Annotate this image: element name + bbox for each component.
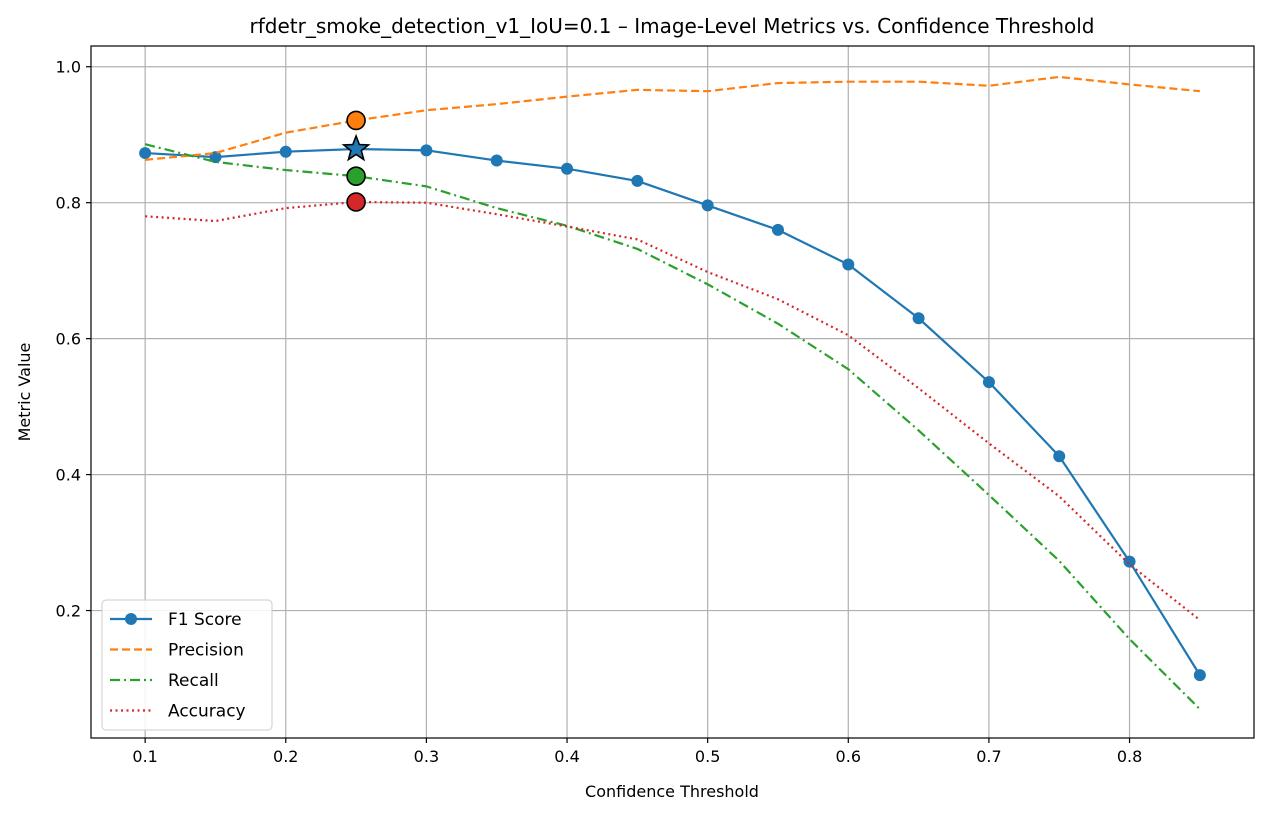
data-point-f1-score [982, 376, 995, 389]
legend-label-accuracy: Accuracy [168, 702, 246, 722]
y-tick-label: 1.0 [56, 58, 81, 77]
x-axis-title: Confidence Threshold [585, 782, 759, 801]
x-tick-label: 0.7 [976, 747, 1001, 766]
data-point-f1-score [771, 223, 784, 236]
best-point-star-f1-score [341, 133, 371, 162]
series-line-accuracy [145, 200, 1201, 621]
series-precision [145, 75, 1200, 161]
x-tick-label: 0.6 [836, 747, 861, 766]
data-point-f1-score [561, 162, 574, 175]
series-recall [144, 143, 1201, 710]
series-line-f1-score [145, 147, 1201, 676]
x-tick-label: 0.4 [554, 747, 579, 766]
legend-marker-f1-score [125, 613, 137, 625]
chart-title: rfdetr_smoke_detection_v1_IoU=0.1 – Imag… [249, 14, 1094, 38]
grid [91, 46, 1254, 738]
y-axis-title: Metric Value [15, 343, 34, 442]
best-point-precision [346, 110, 366, 131]
series-line-recall [144, 143, 1201, 710]
x-tick-label: 0.1 [132, 747, 157, 766]
legend: F1 Score Precision Recall Accuracy [101, 599, 273, 731]
x-tick-label: 0.5 [695, 747, 720, 766]
data-point-f1-score [701, 199, 714, 212]
data-point-f1-score [1123, 555, 1136, 568]
data-point-f1-score [490, 154, 503, 167]
y-tick-label: 0.2 [56, 602, 81, 621]
best-point-recall [346, 166, 366, 186]
y-tick-label: 0.4 [56, 466, 81, 485]
y-tick-label: 0.8 [56, 194, 81, 213]
data-point-f1-score [279, 145, 292, 158]
data-point-f1-score [139, 147, 152, 160]
data-point-f1-score [420, 144, 433, 157]
data-point-f1-score [912, 312, 925, 325]
x-tick-label: 0.2 [273, 747, 298, 766]
best-point-accuracy [346, 192, 366, 212]
y-tick-label: 0.6 [56, 330, 81, 349]
legend-box [101, 599, 273, 731]
axis-ticks: 0.1 0.2 0.3 0.4 0.5 0.6 0.7 0.8 0.2 0.4 0.6 0.8 1.0 [56, 58, 1143, 766]
x-tick-label: 0.3 [414, 747, 439, 766]
data-point-f1-score [842, 258, 855, 271]
legend-label-f1-score: F1 Score [168, 610, 242, 630]
data-point-f1-score [1053, 450, 1066, 463]
plot-frame [90, 45, 1255, 739]
legend-label-recall: Recall [168, 671, 219, 691]
data-point-f1-score [631, 174, 644, 187]
highlight-markers [341, 110, 371, 212]
legend-label-precision: Precision [168, 641, 244, 661]
data-point-f1-score [1193, 669, 1206, 682]
x-tick-label: 0.8 [1117, 747, 1142, 766]
series-line-precision [145, 75, 1200, 161]
series-accuracy [145, 200, 1201, 621]
